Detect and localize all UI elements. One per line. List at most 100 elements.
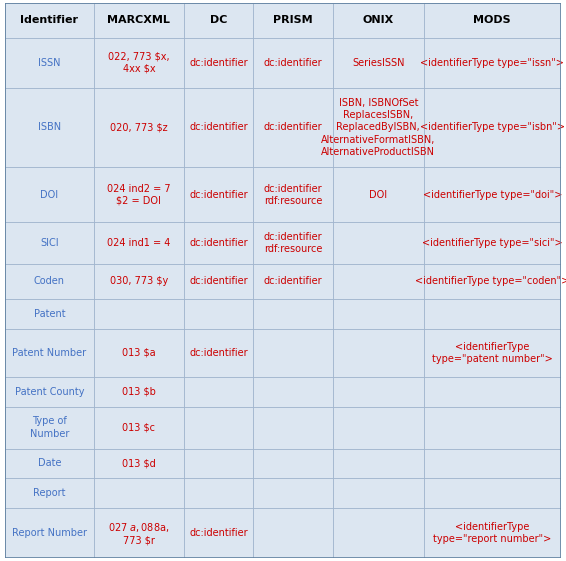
Bar [93, 264, 185, 299]
Text: PRISM: PRISM [273, 15, 313, 25]
Bar [253, 88, 333, 167]
Bar [5, 38, 93, 88]
Text: dc:identifier
rdf:resource: dc:identifier rdf:resource [264, 183, 323, 206]
Bar [424, 3, 561, 38]
Bar [253, 508, 333, 558]
Bar [5, 448, 93, 479]
Text: dc:identifier: dc:identifier [190, 122, 248, 132]
Text: <identifierType type="sici">: <identifierType type="sici"> [422, 238, 563, 248]
Text: 024 ind1 = 4: 024 ind1 = 4 [107, 238, 170, 248]
Text: <identifierType
type="report number">: <identifierType type="report number"> [433, 522, 551, 545]
Bar [333, 38, 424, 88]
Bar [5, 479, 93, 508]
Text: ISSN: ISSN [38, 58, 61, 68]
Bar [185, 508, 253, 558]
Bar [424, 222, 561, 264]
Text: MODS: MODS [473, 15, 511, 25]
Text: ISBN, ISBNOfSet
ReplacesISBN,
ReplacedByISBN,
AlternativeFormatISBN,
Alternative: ISBN, ISBNOfSet ReplacesISBN, ReplacedBy… [321, 98, 436, 157]
Bar [185, 38, 253, 88]
Text: Coden: Coden [34, 277, 65, 287]
Bar [253, 479, 333, 508]
Bar [333, 299, 424, 329]
Text: <identifierType type="isbn">: <identifierType type="isbn"> [420, 122, 565, 132]
Bar [93, 508, 185, 558]
Bar [5, 264, 93, 299]
Bar [185, 222, 253, 264]
Bar [5, 377, 93, 407]
Bar [333, 222, 424, 264]
Text: 027 $a, 088 $a,
773 $r: 027 $a, 088 $a, 773 $r [108, 521, 170, 546]
Bar [333, 479, 424, 508]
Bar [253, 407, 333, 448]
Bar [333, 3, 424, 38]
Text: SICI: SICI [40, 238, 59, 248]
Bar [93, 448, 185, 479]
Text: ONIX: ONIX [363, 15, 394, 25]
Bar [93, 167, 185, 222]
Bar [253, 38, 333, 88]
Bar [185, 88, 253, 167]
Bar [424, 299, 561, 329]
Bar [424, 88, 561, 167]
Bar [424, 38, 561, 88]
Bar [253, 167, 333, 222]
Bar [424, 264, 561, 299]
Bar [333, 377, 424, 407]
Text: dc:identifier: dc:identifier [190, 190, 248, 200]
Bar [253, 448, 333, 479]
Text: ISBN: ISBN [38, 122, 61, 132]
Bar [424, 329, 561, 377]
Bar [253, 377, 333, 407]
Bar [253, 329, 333, 377]
Bar [333, 88, 424, 167]
Bar [5, 222, 93, 264]
Bar [93, 3, 185, 38]
Bar [185, 377, 253, 407]
Bar [185, 264, 253, 299]
Bar [5, 407, 93, 448]
Text: DOI: DOI [369, 190, 388, 200]
Bar [93, 329, 185, 377]
Bar [185, 3, 253, 38]
Text: dc:identifier: dc:identifier [190, 348, 248, 358]
Text: Patent Number: Patent Number [12, 348, 87, 358]
Bar [93, 407, 185, 448]
Bar [185, 448, 253, 479]
Bar [185, 329, 253, 377]
Bar [185, 299, 253, 329]
Bar [333, 329, 424, 377]
Text: Report: Report [33, 489, 66, 498]
Bar [93, 38, 185, 88]
Text: Type of
Number: Type of Number [30, 416, 69, 439]
Text: Identifier: Identifier [20, 15, 79, 25]
Bar [93, 479, 185, 508]
Text: 030, 773 $y: 030, 773 $y [110, 277, 168, 287]
Bar [424, 448, 561, 479]
Text: 013 $d: 013 $d [122, 458, 156, 468]
Text: DOI: DOI [40, 190, 58, 200]
Bar [93, 377, 185, 407]
Text: dc:identifier: dc:identifier [190, 528, 248, 538]
Bar [424, 377, 561, 407]
Text: DC: DC [210, 15, 228, 25]
Text: <identifierType
type="patent number">: <identifierType type="patent number"> [432, 342, 552, 364]
Text: Patent County: Patent County [15, 387, 84, 397]
Text: <identifierType type="doi">: <identifierType type="doi"> [423, 190, 562, 200]
Text: 020, 773 $z: 020, 773 $z [110, 122, 168, 132]
Text: 022, 773 $x,
4xx $x: 022, 773 $x, 4xx $x [108, 52, 170, 74]
Bar [5, 88, 93, 167]
Bar [253, 3, 333, 38]
Bar [424, 407, 561, 448]
Bar [5, 329, 93, 377]
Bar [93, 222, 185, 264]
Bar [333, 448, 424, 479]
Bar [424, 479, 561, 508]
Bar [5, 167, 93, 222]
Text: dc:identifier: dc:identifier [264, 277, 323, 287]
Bar [185, 167, 253, 222]
Text: <identifierType type="issn">: <identifierType type="issn"> [421, 58, 564, 68]
Text: 013 $b: 013 $b [122, 387, 156, 397]
Bar [5, 299, 93, 329]
Text: dc:identifier: dc:identifier [264, 58, 323, 68]
Text: MARCXML: MARCXML [108, 15, 170, 25]
